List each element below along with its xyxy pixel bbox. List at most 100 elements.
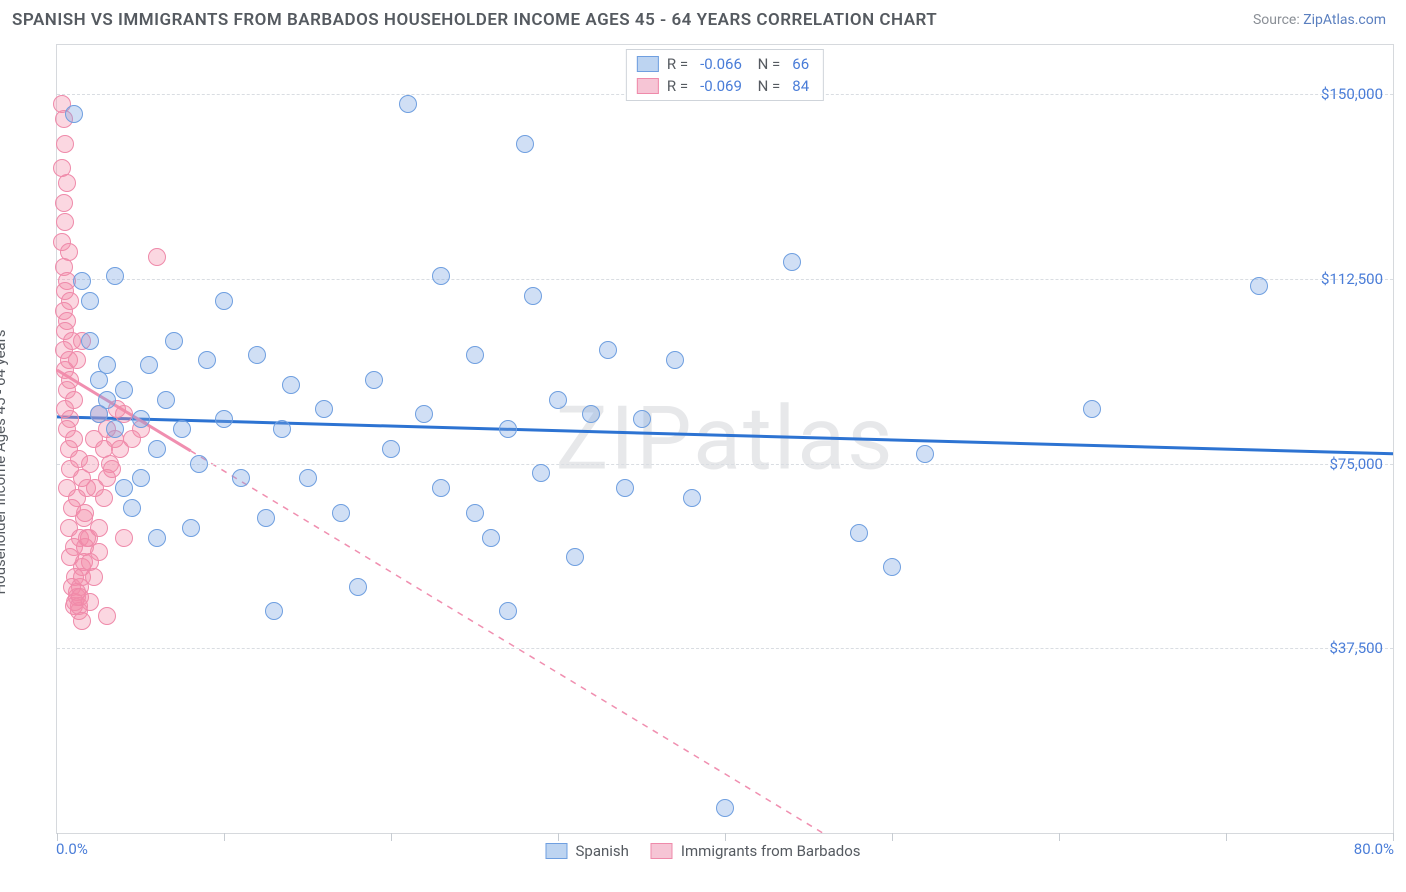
chart-title: SPANISH VS IMMIGRANTS FROM BARBADOS HOUS… — [12, 10, 937, 30]
data-point — [466, 504, 484, 522]
data-point — [666, 351, 684, 369]
series-legend-item-1: Immigrants from Barbados — [651, 842, 861, 860]
x-tick — [391, 833, 392, 841]
legend-r-value-1: -0.069 — [696, 75, 746, 97]
data-point — [499, 602, 517, 620]
data-point — [432, 479, 450, 497]
data-point — [148, 440, 166, 458]
data-point — [81, 292, 99, 310]
legend-r-label: R = — [667, 53, 688, 75]
data-point — [599, 341, 617, 359]
legend-n-label: N = — [754, 75, 780, 97]
data-point — [123, 499, 141, 517]
data-point — [132, 410, 150, 428]
data-point — [85, 568, 103, 586]
trend-lines — [57, 45, 1393, 833]
series-name-0: Spanish — [575, 842, 628, 860]
data-point — [215, 410, 233, 428]
data-point — [98, 607, 116, 625]
legend-n-value-0: 66 — [788, 53, 813, 75]
data-point — [98, 391, 116, 409]
series-name-1: Immigrants from Barbados — [681, 842, 861, 860]
gridline — [57, 279, 1393, 280]
data-point — [157, 391, 175, 409]
data-point — [466, 346, 484, 364]
data-point — [190, 455, 208, 473]
x-tick — [558, 833, 559, 841]
data-point — [173, 420, 191, 438]
data-point — [106, 420, 124, 438]
data-point — [566, 548, 584, 566]
data-point — [115, 479, 133, 497]
watermark: ZIPatlas — [555, 388, 894, 491]
data-point — [1250, 277, 1268, 295]
y-tick-label: $112,500 — [1321, 270, 1383, 288]
data-point — [1083, 400, 1101, 418]
data-point — [115, 381, 133, 399]
series-swatch-1 — [651, 843, 673, 859]
data-point — [98, 356, 116, 374]
data-point — [198, 351, 216, 369]
data-point — [399, 95, 417, 113]
data-point — [81, 332, 99, 350]
x-tick — [1226, 833, 1227, 841]
chart-header: SPANISH VS IMMIGRANTS FROM BARBADOS HOUS… — [0, 0, 1406, 36]
x-max-label: 80.0% — [1354, 840, 1394, 858]
chart-container: Householder Income Ages 45 - 64 years ZI… — [12, 44, 1394, 862]
data-point — [140, 356, 158, 374]
data-point — [56, 213, 74, 231]
data-point — [482, 529, 500, 547]
data-point — [273, 420, 291, 438]
data-point — [55, 194, 73, 212]
y-axis-label: Householder Income Ages 45 - 64 years — [0, 329, 9, 594]
data-point — [716, 799, 734, 817]
legend-swatch-1 — [637, 78, 659, 94]
data-point — [58, 174, 76, 192]
legend-r-value-0: -0.066 — [696, 53, 746, 75]
x-tick — [1059, 833, 1060, 841]
data-point — [65, 105, 83, 123]
data-point — [73, 272, 91, 290]
data-point — [103, 460, 121, 478]
data-point — [90, 543, 108, 561]
series-swatch-0 — [545, 843, 567, 859]
data-point — [516, 135, 534, 153]
data-point — [265, 602, 283, 620]
data-point — [299, 469, 317, 487]
data-point — [148, 248, 166, 266]
data-point — [81, 593, 99, 611]
data-point — [683, 489, 701, 507]
data-point — [282, 376, 300, 394]
data-point — [883, 558, 901, 576]
data-point — [499, 420, 517, 438]
data-point — [165, 332, 183, 350]
data-point — [248, 346, 266, 364]
legend-r-label: R = — [667, 75, 688, 97]
x-tick — [892, 833, 893, 841]
data-point — [382, 440, 400, 458]
data-point — [916, 445, 934, 463]
data-point — [148, 529, 166, 547]
data-point — [182, 519, 200, 537]
plot-area: ZIPatlas R = -0.066 N = 66 R = -0.069 N … — [56, 44, 1394, 834]
data-point — [132, 469, 150, 487]
data-point — [56, 135, 74, 153]
legend-n-label: N = — [754, 53, 780, 75]
legend-swatch-0 — [637, 56, 659, 72]
data-point — [524, 287, 542, 305]
data-point — [106, 267, 124, 285]
y-tick-label: $150,000 — [1321, 85, 1383, 103]
data-point — [432, 267, 450, 285]
y-tick-label: $37,500 — [1329, 639, 1383, 657]
data-point — [532, 464, 550, 482]
data-point — [115, 529, 133, 547]
data-point — [73, 612, 91, 630]
data-point — [232, 469, 250, 487]
data-point — [215, 292, 233, 310]
data-point — [365, 371, 383, 389]
data-point — [783, 253, 801, 271]
source-link[interactable]: ZipAtlas.com — [1303, 12, 1386, 28]
data-point — [415, 405, 433, 423]
series-legend-item-0: Spanish — [545, 842, 628, 860]
y-tick-label: $75,000 — [1329, 455, 1383, 473]
